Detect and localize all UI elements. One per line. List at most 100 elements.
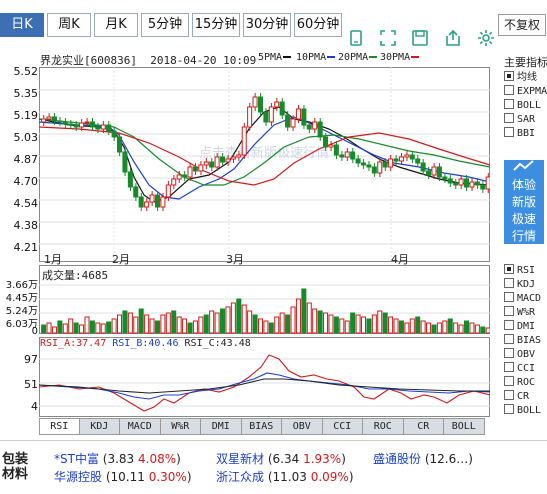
indicator-tab-dmi[interactable]: DMI xyxy=(201,418,242,435)
month-label-feb: 2月 xyxy=(112,253,130,266)
checkbox-icon[interactable] xyxy=(504,376,514,386)
volume-bar xyxy=(95,322,101,334)
sub-ind-item-rsi[interactable]: RSI xyxy=(504,264,535,278)
candle-body xyxy=(220,156,226,163)
candle-body xyxy=(79,122,85,128)
sub-ind-item-wr[interactable]: W%R xyxy=(504,306,535,320)
candle-body xyxy=(366,164,372,168)
checkbox-icon[interactable] xyxy=(504,278,514,288)
related-stock-0[interactable]: *ST中富 (3.83 4.08%) xyxy=(54,452,181,466)
checkbox-icon[interactable] xyxy=(504,320,514,330)
volume-bar xyxy=(84,316,90,334)
sub-ind-item-kdj[interactable]: KDJ xyxy=(504,278,535,292)
candle-body xyxy=(257,96,263,113)
sub-ind-item-dmi[interactable]: DMI xyxy=(504,320,535,334)
related-stock-2[interactable]: 盛通股份 (12.6…) xyxy=(373,452,473,466)
volume-bar xyxy=(426,322,432,334)
tab-5min[interactable]: 5分钟 xyxy=(141,13,189,37)
candle-body xyxy=(149,194,155,203)
ma20-legend: 20PMA xyxy=(338,52,378,63)
tab-week-k[interactable]: 周K xyxy=(47,13,91,37)
trend-icon xyxy=(513,160,534,171)
ma20-label: 20PMA xyxy=(338,52,369,63)
candle-body xyxy=(458,178,464,186)
candle-body xyxy=(57,120,63,123)
promo-new-quote-button[interactable]: 体验 新版 极速 行情 xyxy=(504,160,544,244)
settings-gear-icon[interactable] xyxy=(476,28,496,48)
volume-chart[interactable] xyxy=(39,265,490,334)
checkbox-icon[interactable] xyxy=(504,292,514,302)
candle-body xyxy=(209,161,215,168)
checkbox-icon[interactable] xyxy=(504,85,514,95)
indicator-tab-macd[interactable]: MACD xyxy=(120,418,161,435)
checkbox-icon[interactable] xyxy=(504,113,514,123)
indicator-tab-boll[interactable]: BOLL xyxy=(444,418,485,435)
checkbox-icon[interactable] xyxy=(504,99,514,109)
indicator-tab-wr[interactable]: W%R xyxy=(160,418,201,435)
main-ind-item-bbi[interactable]: BBI xyxy=(504,127,535,141)
copy-icon[interactable] xyxy=(346,28,366,48)
main-ind-item-boll[interactable]: BOLL xyxy=(504,99,541,113)
candle-body xyxy=(344,151,350,158)
tab-60min[interactable]: 60分钟 xyxy=(294,13,342,37)
checkbox-icon[interactable] xyxy=(504,390,514,400)
checkbox-icon[interactable] xyxy=(504,334,514,344)
indicator-tab-obv[interactable]: OBV xyxy=(282,418,323,435)
sub-ind-item-boll[interactable]: BOLL xyxy=(504,404,541,418)
checkbox-icon[interactable] xyxy=(504,127,514,137)
rsi-chart[interactable] xyxy=(39,337,490,417)
checkbox-icon[interactable] xyxy=(504,348,514,358)
checkbox-icon[interactable] xyxy=(504,306,514,316)
indicator-label: SAR xyxy=(517,114,536,125)
candle-body xyxy=(404,154,410,158)
sector-label-line-2: 材料 xyxy=(2,467,29,482)
save-icon[interactable] xyxy=(410,28,430,48)
related-stock-1[interactable]: 双星新材 (6.34 1.93%) xyxy=(216,452,346,466)
price-chart[interactable]: 点击查看新版极速行情 xyxy=(39,67,490,262)
sub-ind-item-bias[interactable]: BIAS xyxy=(504,334,541,348)
volume-bar xyxy=(241,304,247,334)
main-ind-item-expma[interactable]: EXPMA xyxy=(504,85,547,99)
month-label-apr: 4月 xyxy=(391,253,409,266)
sub-ind-item-cci[interactable]: CCI xyxy=(504,362,535,376)
sub-ind-item-roc[interactable]: ROC xyxy=(504,376,535,390)
sub-ind-item-cr[interactable]: CR xyxy=(504,390,529,404)
volume-bar xyxy=(79,324,85,334)
volume-bar xyxy=(165,312,171,334)
main-ind-item-sar[interactable]: SAR xyxy=(504,113,535,127)
volume-bar xyxy=(480,326,486,334)
indicator-label: MACD xyxy=(517,293,542,304)
candle-body xyxy=(214,156,220,168)
checkbox-icon[interactable] xyxy=(504,362,514,372)
indicator-tab-bias[interactable]: BIAS xyxy=(241,418,282,435)
related-stock-3[interactable]: 华源控股 (10.11 0.30%) xyxy=(54,470,192,484)
indicator-tab-roc[interactable]: ROC xyxy=(363,418,404,435)
related-stock-4[interactable]: 浙江众成 (11.03 0.09%) xyxy=(216,470,354,484)
volume-bar xyxy=(57,320,63,334)
share-icon[interactable] xyxy=(443,28,463,48)
tab-month-k[interactable]: 月K xyxy=(94,13,138,37)
candle-body xyxy=(100,124,106,130)
sub-ind-item-macd[interactable]: MACD xyxy=(504,292,541,306)
tab-30min[interactable]: 30分钟 xyxy=(243,13,291,37)
checkbox-icon[interactable] xyxy=(504,264,514,274)
tab-day-k[interactable]: 日K xyxy=(0,13,44,37)
volume-bar xyxy=(442,320,448,334)
tab-15min[interactable]: 15分钟 xyxy=(192,13,240,37)
volume-bar xyxy=(474,324,480,334)
indicator-tab-kdj[interactable]: KDJ xyxy=(79,418,120,435)
fullscreen-icon[interactable] xyxy=(378,28,398,48)
indicator-tab-cci[interactable]: CCI xyxy=(322,418,363,435)
checkbox-icon[interactable] xyxy=(504,404,514,414)
no-restore-toggle[interactable]: 不复权 xyxy=(498,14,546,36)
main-ind-item-均线[interactable]: 均线 xyxy=(504,71,537,85)
indicator-tab-rsi[interactable]: RSI xyxy=(39,418,80,435)
volume-bar xyxy=(176,316,182,334)
checkbox-icon[interactable] xyxy=(504,71,514,81)
candle-body xyxy=(176,174,182,180)
volume-bar xyxy=(295,298,301,334)
indicator-tab-cr[interactable]: CR xyxy=(403,418,444,435)
sub-indicator-panel: RSI KDJ MACD W%R DMI BIAS OBV CCI ROC CR BOLL xyxy=(504,264,547,418)
candle-body xyxy=(333,144,339,156)
sub-ind-item-obv[interactable]: OBV xyxy=(504,348,535,362)
